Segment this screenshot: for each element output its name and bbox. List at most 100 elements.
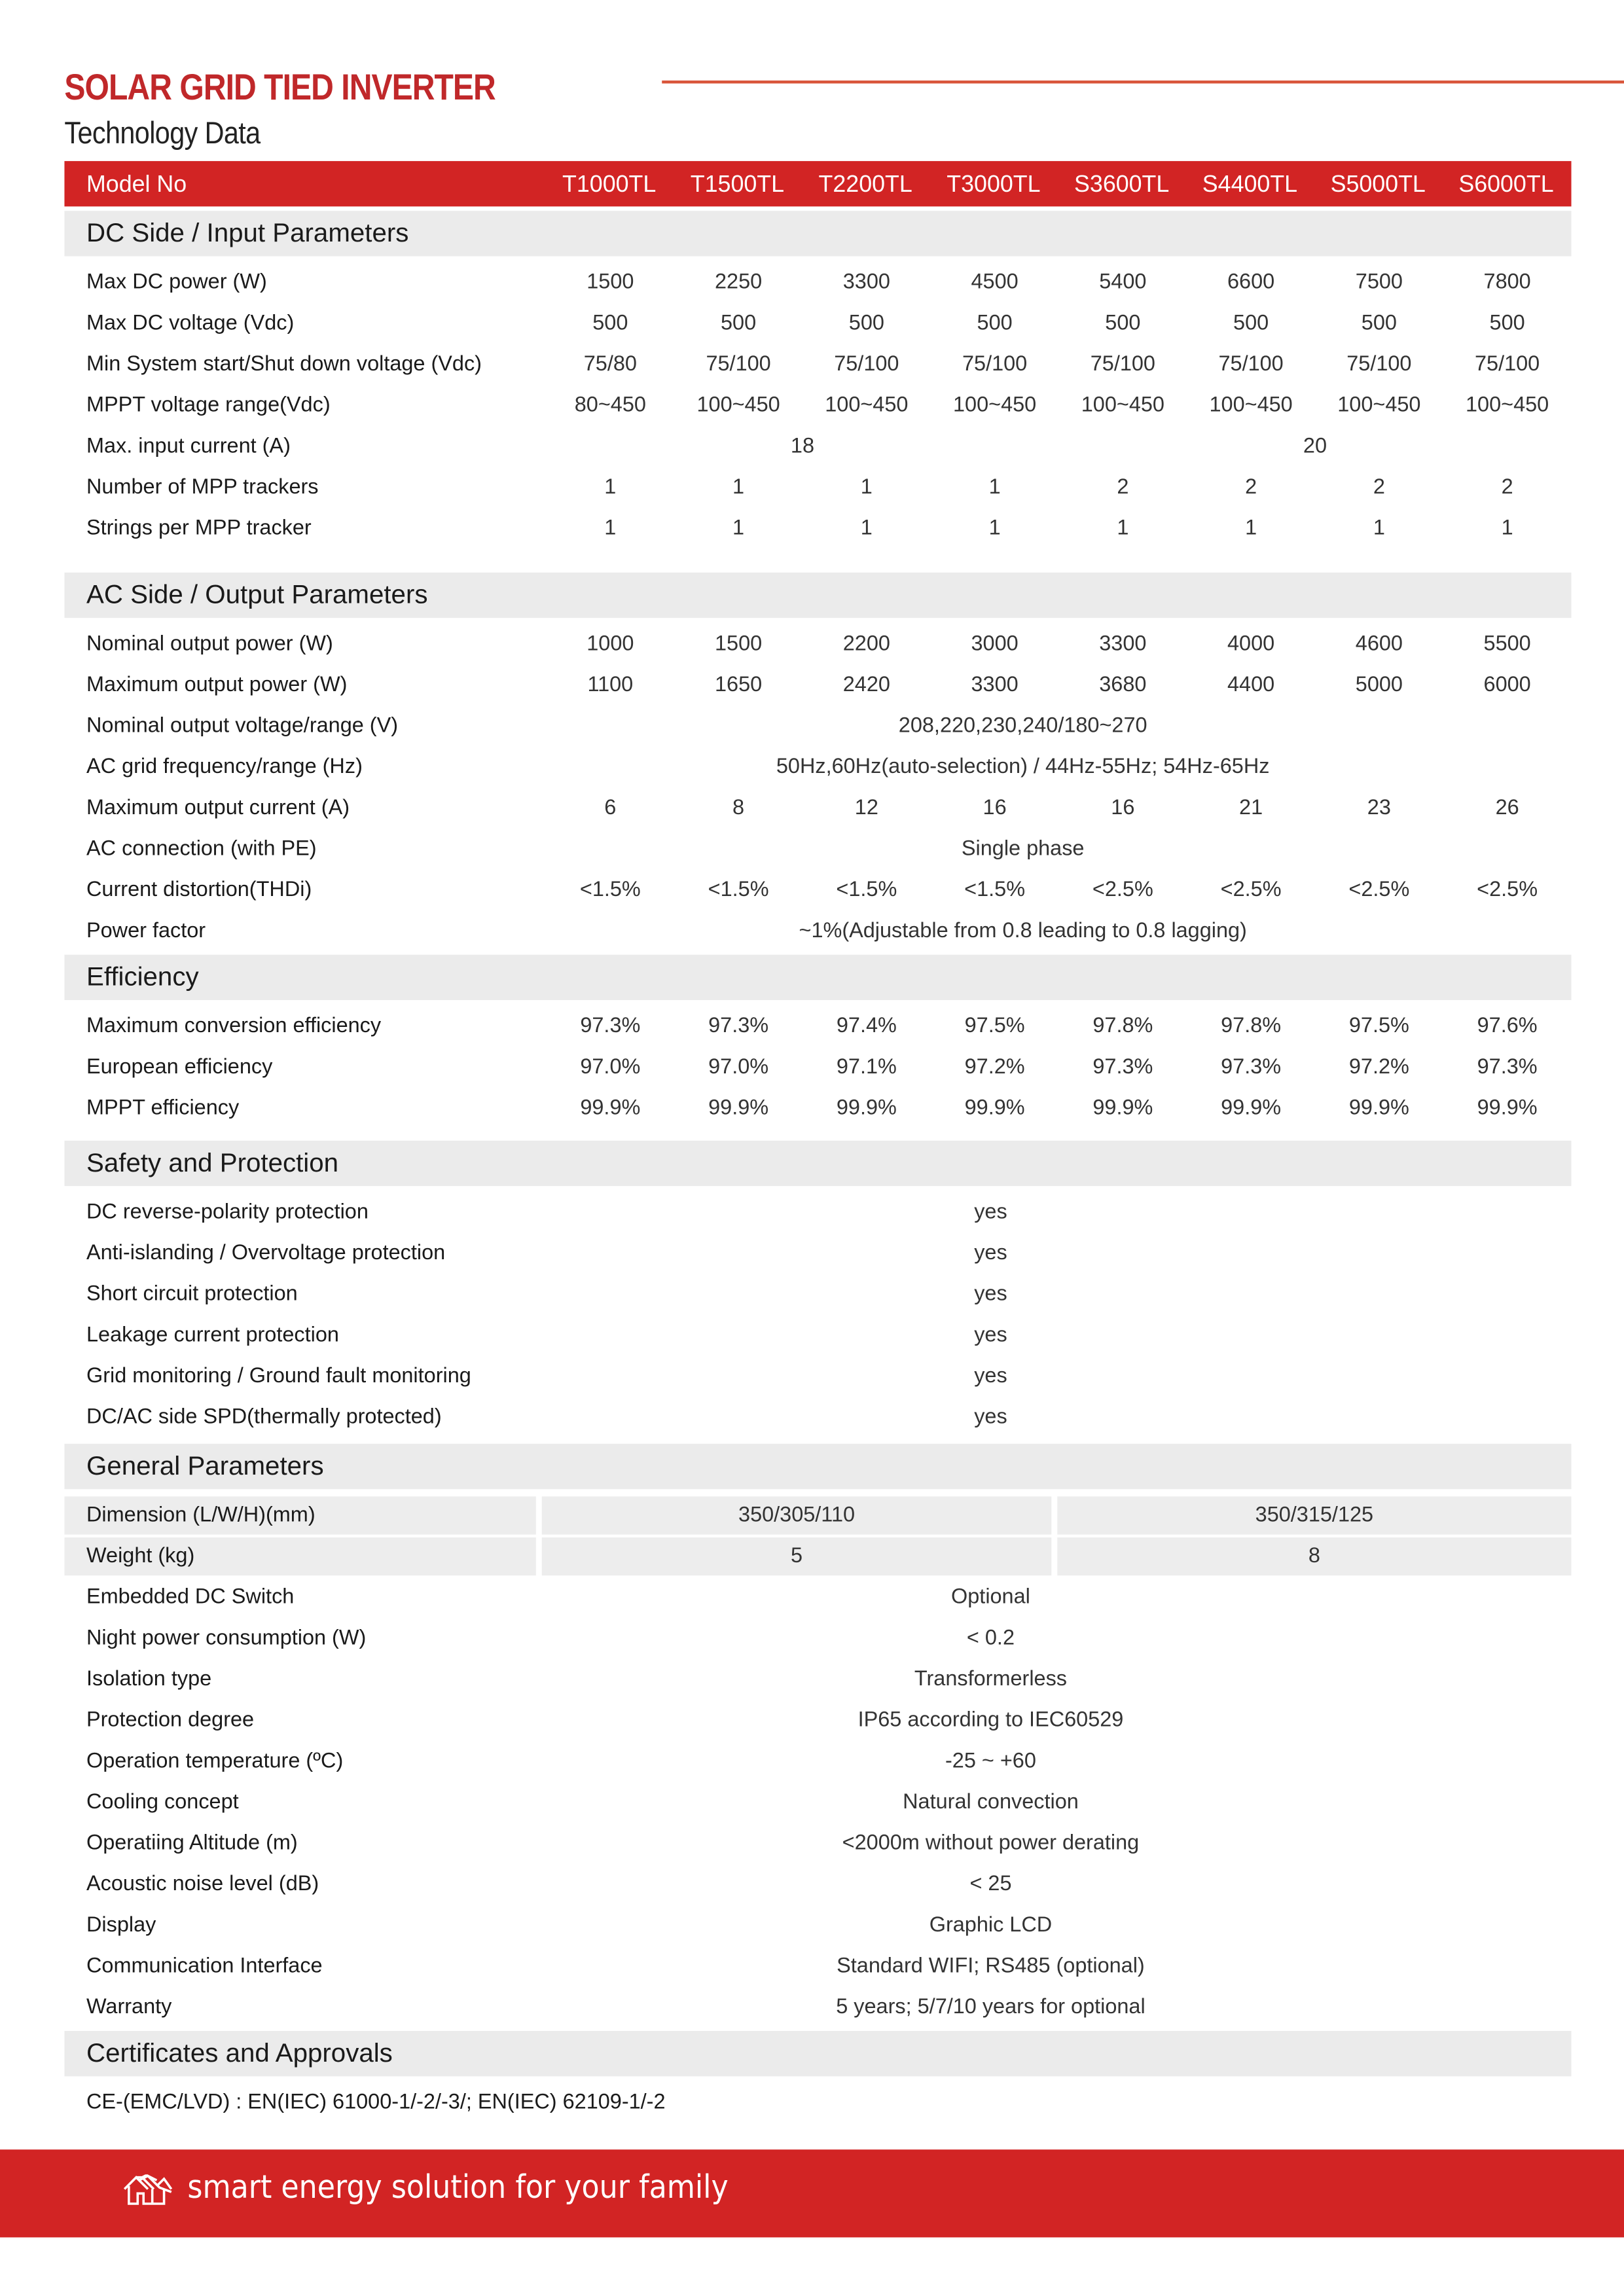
page-subtitle: Technology Data <box>64 117 261 151</box>
spec-value: 5500 <box>1483 632 1531 656</box>
spec-value: <2.5% <box>1092 878 1153 903</box>
spec-label: Max. input current (A) <box>86 435 291 459</box>
house-icon <box>123 2173 173 2214</box>
spec-value: 97.8% <box>1092 1014 1153 1039</box>
spec-value: 97.0% <box>580 1056 641 1079</box>
spec-row: Display Graphic LCD <box>64 1905 1571 1946</box>
spec-label: Maximum conversion efficiency <box>86 1014 382 1039</box>
spec-value: 3300 <box>1099 632 1147 656</box>
spec-value: 75/100 <box>1346 353 1412 376</box>
spec-value: 97.5% <box>964 1014 1025 1039</box>
spec-label: Protection degree <box>86 1708 255 1732</box>
spec-value: 20 <box>1303 435 1327 459</box>
spec-row: Maximum output power (W) 1100 1650 2420 3300… <box>64 665 1571 706</box>
spec-value: 97.4% <box>836 1014 897 1039</box>
model-header-row: Model No T1000TL T1500TL T2200TL T3000TL S36… <box>64 161 1572 207</box>
spec-value: <2.5% <box>1348 878 1410 903</box>
spec-value: 97.3% <box>1221 1056 1282 1079</box>
spec-value: 97.2% <box>964 1056 1025 1079</box>
spec-value: 350/315/125 <box>1255 1503 1374 1528</box>
footer-tagline: smart energy solution for your family <box>187 2170 729 2207</box>
spec-row: Cooling concept Natural convection <box>64 1782 1571 1823</box>
spec-row: Maximum output current (A) 6 8 12 16 16 21 23 26 <box>64 788 1571 829</box>
section-header: Efficiency <box>64 954 1572 1001</box>
spec-value: 208,220,230,240/180~270 <box>898 714 1147 738</box>
spec-value: 99.9% <box>836 1096 897 1121</box>
spec-value: <2.5% <box>1477 878 1538 903</box>
spec-row: Power factor ~1%(Adjustable from 0.8 lead… <box>64 911 1571 952</box>
spec-value: 3680 <box>1099 673 1147 697</box>
spec-value: yes <box>974 1200 1007 1225</box>
cell-background <box>64 1496 536 1535</box>
spec-value: 5 years; 5/7/10 years for optional <box>836 1996 1146 2020</box>
spec-value: 500 <box>1105 312 1141 336</box>
model-column-header: T1500TL <box>690 172 785 198</box>
spec-label: Operation temperature (ºC) <box>86 1749 344 1774</box>
spec-value: <2000m without power derating <box>842 1831 1140 1856</box>
spec-value: <1.5% <box>964 878 1026 903</box>
spec-value: 75/80 <box>583 353 637 376</box>
spec-row: Nominal output voltage/range (V) 208,220,… <box>64 706 1571 747</box>
spec-label: Anti-islanding / Overvoltage protection <box>86 1242 446 1265</box>
spec-row: Leakage current protection yes <box>64 1315 1571 1356</box>
spec-row: Warranty 5 years; 5/7/10 years for option… <box>64 1987 1571 2028</box>
spec-value: 18 <box>790 435 815 459</box>
footer-banner: smart energy solution for your family <box>0 2149 1624 2238</box>
spec-value: 1100 <box>587 673 634 697</box>
spec-label: MPPT efficiency <box>86 1096 240 1121</box>
spec-value: < 0.2 <box>966 1626 1015 1651</box>
section-header: Safety and Protection <box>64 1140 1572 1187</box>
spec-value: 1500 <box>714 632 763 656</box>
model-column-header: S5000TL <box>1330 172 1426 198</box>
cell-background <box>1057 1537 1572 1576</box>
spec-value: 99.9% <box>708 1096 769 1121</box>
spec-value: 2250 <box>714 270 763 295</box>
spec-value: Natural convection <box>903 1791 1079 1814</box>
spec-label: Grid monitoring / Ground fault monitorin… <box>86 1365 471 1388</box>
spec-value: 3000 <box>971 632 1019 656</box>
spec-label: Nominal output voltage/range (V) <box>86 714 399 738</box>
spec-row: Embedded DC Switch Optional <box>64 1577 1571 1618</box>
spec-label: Communication Interface <box>86 1954 323 1979</box>
spec-value: IP65 according to IEC60529 <box>857 1708 1124 1732</box>
spec-value: 75/100 <box>962 353 1028 376</box>
spec-value: 97.5% <box>1348 1014 1409 1039</box>
spec-label: Cooling concept <box>86 1791 239 1814</box>
spec-row: Anti-islanding / Overvoltage protection y… <box>64 1233 1571 1274</box>
spec-row: Dimension (L/W/H)(mm) 350/305/110 350/315/… <box>64 1495 1572 1536</box>
spec-value: 4600 <box>1355 632 1403 656</box>
spec-value: yes <box>974 1365 1007 1388</box>
spec-label: Strings per MPP tracker <box>86 516 312 541</box>
spec-label: Min System start/Shut down voltage (Vdc) <box>86 353 482 376</box>
model-column-header: T2200TL <box>818 172 912 198</box>
spec-row: DC reverse-polarity protection yes <box>64 1192 1571 1233</box>
spec-value: 2 <box>1501 476 1513 499</box>
spec-row: Number of MPP trackers 1 1 1 1 2 2 2 2 <box>64 467 1571 509</box>
spec-label: MPPT voltage range(Vdc) <box>86 393 331 418</box>
spec-value: 6600 <box>1227 270 1275 295</box>
spec-value: yes <box>974 1242 1007 1265</box>
spec-value: 1 <box>1501 516 1513 541</box>
spec-value: 97.2% <box>1348 1056 1409 1079</box>
spec-row: Isolation type Transformerless <box>64 1659 1571 1700</box>
spec-row: Protection degree IP65 according to IEC60… <box>64 1700 1571 1741</box>
spec-value: 50Hz,60Hz(auto-selection) / 44Hz-55Hz; 5… <box>776 755 1270 780</box>
spec-value: 1650 <box>714 673 763 697</box>
spec-value: 7800 <box>1483 270 1531 295</box>
model-column-header: T1000TL <box>562 172 657 198</box>
spec-value: yes <box>974 1282 1007 1306</box>
spec-label: Isolation type <box>86 1668 212 1691</box>
section-header: DC Side / Input Parameters <box>64 211 1572 257</box>
spec-value: < 25 <box>969 1873 1012 1897</box>
spec-row: Operatiing Altitude (m) <2000m without po… <box>64 1823 1571 1864</box>
spec-label: Nominal output power (W) <box>86 632 333 656</box>
spec-row: Night power consumption (W) < 0.2 <box>64 1618 1571 1659</box>
spec-value: 4000 <box>1227 632 1275 656</box>
spec-value: 12 <box>854 797 878 820</box>
model-column-header: T3000TL <box>947 172 1041 198</box>
spec-value: 75/100 <box>1218 353 1284 376</box>
spec-label: Operatiing Altitude (m) <box>86 1831 298 1856</box>
spec-value: <1.5% <box>836 878 897 903</box>
spec-value: 75/100 <box>1090 353 1155 376</box>
